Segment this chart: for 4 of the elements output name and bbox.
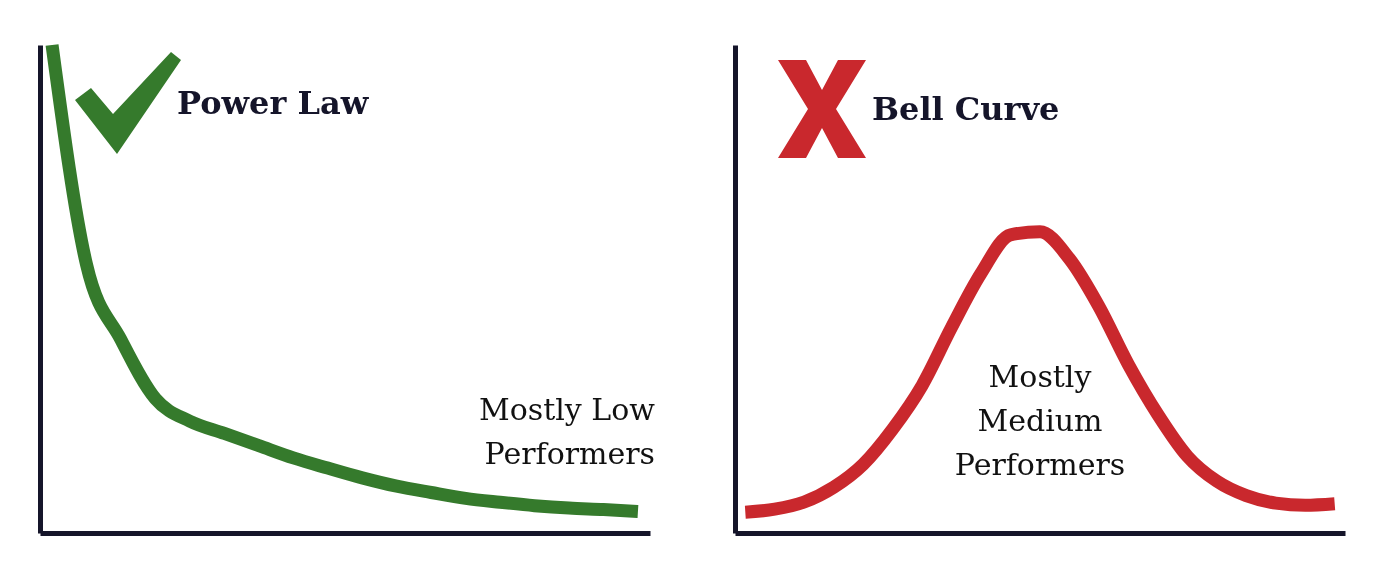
text: Power Law [177,83,370,122]
annotation: Mostly Medium Performers [953,358,1127,484]
chart-title: Bell Curve [872,90,1060,128]
annotation: Mostly Low Performers [478,391,655,473]
